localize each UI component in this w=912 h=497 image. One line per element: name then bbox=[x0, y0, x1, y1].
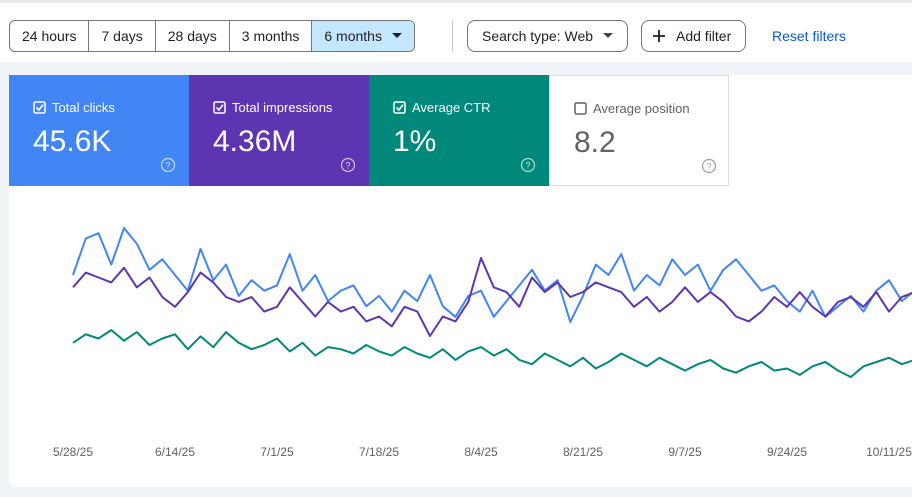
card-label: Average CTR bbox=[412, 100, 491, 115]
button-label: 24 hours bbox=[22, 28, 77, 44]
metric-card[interactable]: ? Average CTR 1% bbox=[369, 75, 549, 186]
help-icon-glyph: ? bbox=[165, 161, 170, 171]
card-value: 45.6K bbox=[33, 125, 112, 158]
help-icon bbox=[701, 158, 717, 174]
x-tick-label: 7/18/25 bbox=[359, 445, 399, 459]
card-label: Total clicks bbox=[52, 100, 115, 115]
dropdown-arrow bbox=[391, 33, 402, 38]
checkbox bbox=[574, 102, 587, 115]
x-tick-label: 9/24/25 bbox=[767, 445, 807, 459]
time-range-button[interactable]: 28 days bbox=[156, 21, 230, 51]
help-icon-glyph: ? bbox=[345, 161, 350, 171]
checkbox bbox=[33, 101, 46, 114]
button-label: 6 months bbox=[324, 28, 382, 44]
x-tick-label: 8/4/25 bbox=[464, 445, 498, 459]
button-label: Add filter bbox=[676, 28, 732, 44]
x-tick-label: 10/11/25 bbox=[866, 445, 912, 459]
card-icons: ? bbox=[213, 101, 356, 173]
help-icon bbox=[160, 157, 176, 173]
help-icon bbox=[340, 157, 356, 173]
separator bbox=[452, 20, 453, 52]
metric-card[interactable]: ? Average position 8.2 bbox=[549, 75, 729, 186]
time-range-button[interactable]: 6 months bbox=[312, 21, 414, 51]
card-value: 8.2 bbox=[574, 126, 616, 159]
checkmark bbox=[215, 104, 224, 112]
series-line bbox=[72, 227, 912, 323]
help-icon-glyph: ? bbox=[706, 162, 711, 172]
x-tick-label: 6/14/25 bbox=[155, 445, 195, 459]
button-label: 7 days bbox=[101, 28, 143, 44]
card-icons: ? bbox=[574, 102, 717, 174]
time-range-group: 24 hours 7 days 28 days 3 months 6 months bbox=[9, 20, 415, 52]
series-line bbox=[72, 329, 912, 378]
series-line bbox=[72, 257, 912, 337]
checkbox bbox=[213, 101, 226, 114]
dropdown-arrow bbox=[603, 33, 614, 38]
chart: 5/28/25 6/14/25 7/1/25 7/18/25 8/4/25 8/21/25… bbox=[53, 227, 912, 459]
button-label: Search type: Web bbox=[482, 28, 594, 44]
help-icon bbox=[520, 157, 536, 173]
button-label: 28 days bbox=[167, 28, 217, 44]
add-filter-button[interactable]: Add filter bbox=[641, 20, 747, 52]
card-label: Average position bbox=[593, 101, 690, 116]
plus-icon bbox=[653, 30, 665, 42]
checkmark bbox=[35, 104, 44, 112]
card-value: 4.36M bbox=[213, 125, 297, 158]
search-type-button[interactable]: Search type: Web bbox=[467, 20, 629, 52]
reset-filters-link[interactable]: Reset filters bbox=[772, 28, 846, 44]
x-tick-label: 7/1/25 bbox=[260, 445, 294, 459]
x-tick-label: 9/7/25 bbox=[668, 445, 702, 459]
help-icon-glyph: ? bbox=[525, 161, 530, 171]
card-value: 1% bbox=[393, 125, 437, 158]
time-range-button[interactable]: 3 months bbox=[230, 21, 313, 51]
card-icons: ? bbox=[33, 101, 176, 173]
card-icons: ? bbox=[393, 101, 536, 173]
time-range-button[interactable]: 24 hours bbox=[10, 21, 90, 51]
button-label: 3 months bbox=[241, 28, 300, 44]
metric-card[interactable]: ? Total clicks 45.6K bbox=[9, 75, 189, 186]
time-range-button[interactable]: 7 days bbox=[89, 21, 156, 51]
metric-card[interactable]: ? Total impressions 4.36M bbox=[189, 75, 369, 186]
x-tick-label: 8/21/25 bbox=[563, 445, 603, 459]
checkbox bbox=[393, 101, 406, 114]
checkmark bbox=[395, 104, 404, 112]
card-label: Total impressions bbox=[232, 100, 333, 115]
arrow bbox=[391, 33, 402, 38]
x-tick-label: 5/28/25 bbox=[53, 445, 93, 459]
divider bbox=[0, 0, 912, 3]
